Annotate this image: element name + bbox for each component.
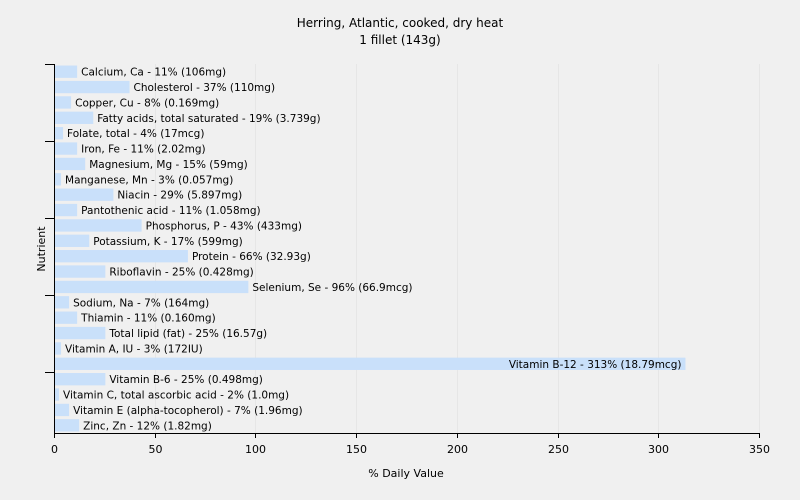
bar-label-17: Total lipid (fat) - 25% (16.57g)	[108, 328, 267, 340]
bar-label-3: Fatty acids, total saturated - 19% (3.73…	[97, 113, 320, 125]
bar-22	[55, 403, 70, 417]
bar-0	[55, 65, 78, 78]
bar-7	[55, 173, 62, 186]
bar-11	[55, 234, 90, 247]
x-tick-label-50: 50	[149, 443, 163, 456]
bars: Calcium, Ca - 11% (106mg) Cholesterol - 3…	[55, 65, 686, 432]
bar-label-4: Folate, total - 4% (17mcg)	[67, 128, 204, 140]
bar-label-23: Zinc, Zn - 12% (1.82mg)	[83, 420, 212, 432]
bar-label-0: Calcium, Ca - 11% (106mg)	[81, 67, 226, 79]
bar-13	[55, 265, 106, 278]
bar-label-11: Potassium, K - 17% (599mg)	[93, 236, 243, 248]
bar-14	[55, 280, 249, 294]
bar-8	[55, 188, 114, 201]
bar-label-21: Vitamin C, total ascorbic acid - 2% (1.0…	[63, 390, 289, 402]
bar-5	[55, 142, 78, 155]
x-tick-label-250: 250	[548, 443, 569, 456]
bar-label-6: Magnesium, Mg - 15% (59mg)	[89, 159, 248, 171]
x-tick-label-100: 100	[245, 443, 266, 456]
y-axis-title: Nutrient	[35, 226, 48, 272]
bar-label-2: Copper, Cu - 8% (0.169mg)	[75, 97, 219, 109]
grid-lines	[155, 64, 760, 433]
bar-20	[55, 373, 106, 386]
bar-6	[55, 157, 86, 171]
bar-17	[55, 326, 106, 340]
bar-label-1: Cholesterol - 37% (110mg)	[134, 82, 276, 94]
bar-label-13: Riboflavin - 25% (0.428mg)	[109, 267, 253, 279]
bar-label-5: Iron, Fe - 11% (2.02mg)	[81, 144, 205, 156]
bar-label-9: Pantothenic acid - 11% (1.058mg)	[81, 205, 260, 217]
x-tick-label-350: 350	[749, 443, 770, 456]
chart-subtitle: 1 fillet (143g)	[359, 33, 440, 47]
bar-19	[55, 357, 686, 370]
bar-label-20: Vitamin B-6 - 25% (0.498mg)	[109, 374, 263, 386]
bar-21	[55, 388, 60, 401]
bar-label-15: Sodium, Na - 7% (164mg)	[73, 297, 209, 309]
bar-label-19: Vitamin B-12 - 313% (18.79mcg)	[509, 359, 682, 371]
bar-3	[55, 111, 94, 124]
x-tick-label-300: 300	[648, 443, 669, 456]
x-tick-label-150: 150	[346, 443, 367, 456]
bar-label-7: Manganese, Mn - 3% (0.057mg)	[65, 174, 233, 186]
bar-9	[55, 203, 78, 217]
x-tick-label-200: 200	[447, 443, 468, 456]
bar-label-22: Vitamin E (alpha-tocopherol) - 7% (1.96m…	[73, 405, 303, 417]
bar-label-14: Selenium, Se - 96% (66.9mcg)	[252, 282, 412, 294]
bar-label-12: Protein - 66% (32.93g)	[192, 251, 311, 263]
bar-12	[55, 250, 188, 263]
bar-label-8: Niacin - 29% (5.897mg)	[117, 190, 242, 202]
bar-18	[55, 342, 62, 355]
bar-16	[55, 311, 78, 324]
bar-2	[55, 96, 72, 109]
bar-1	[55, 80, 130, 94]
bar-label-18: Vitamin A, IU - 3% (172IU)	[65, 343, 203, 355]
x-axis-title: % Daily Value	[368, 467, 444, 480]
bar-label-16: Thiamin - 11% (0.160mg)	[80, 313, 216, 325]
bar-label-10: Phosphorus, P - 43% (433mg)	[146, 220, 302, 232]
bar-23	[55, 419, 80, 432]
bar-15	[55, 296, 70, 309]
chart-title: Herring, Atlantic, cooked, dry heat	[297, 16, 504, 30]
bar-4	[55, 127, 64, 140]
axes: 0 50 100 150 200 250 300 350	[45, 64, 770, 456]
bar-10	[55, 219, 142, 232]
x-tick-label-0: 0	[51, 443, 58, 456]
